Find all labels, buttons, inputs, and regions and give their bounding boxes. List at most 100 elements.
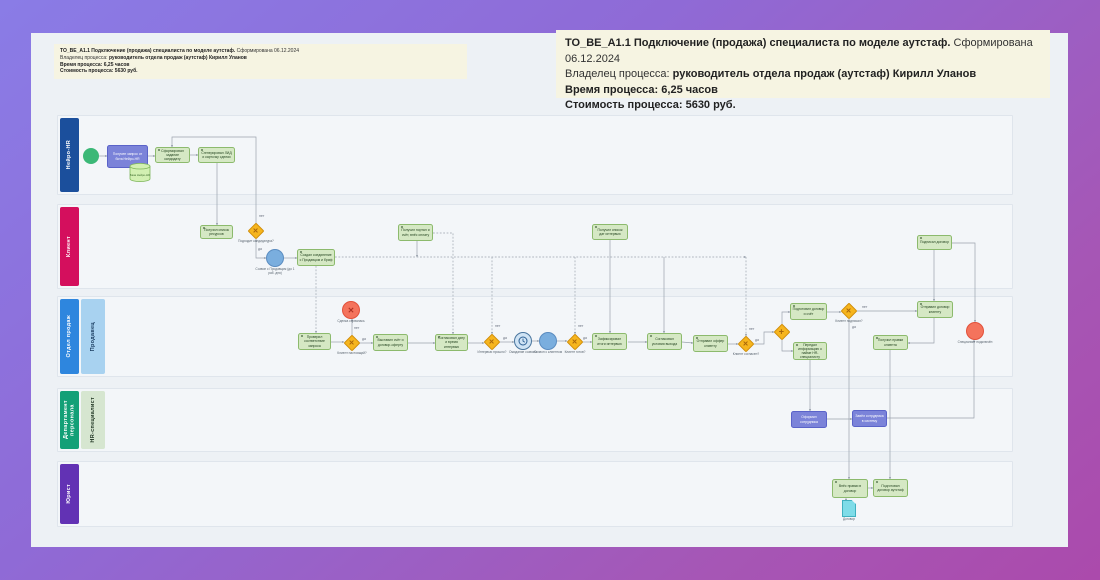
task-node[interactable]: Сгенерировал ЛИД и карточку сделки — [198, 147, 235, 163]
xor-gateway-icon[interactable]: ✕ — [840, 302, 858, 320]
task-node[interactable]: Сформировал задание кандидату — [155, 147, 190, 163]
node-caption: Сделка сорвалась — [337, 319, 365, 323]
task-node[interactable]: Оформил сотрудника — [791, 411, 827, 428]
lane-header: Нейро-HR — [60, 118, 79, 192]
process-info-block-small: TO_BE_A1.1 Подключение (продажа) специал… — [54, 44, 467, 79]
intermediate-event-icon[interactable] — [266, 249, 284, 267]
process-owner-value: руководитель отдела продаж (аутстаф) Кир… — [672, 68, 977, 80]
terminate-event-icon[interactable]: ✕ — [342, 301, 360, 319]
xor-gateway-icon[interactable]: ✕ — [343, 334, 361, 352]
task-node[interactable]: Выставил счёт и договор-оферту — [373, 334, 408, 351]
node-caption: Клиент согласен? — [732, 352, 760, 356]
task-node[interactable]: Подписал договор — [917, 235, 952, 250]
task-node[interactable]: Получил правки клиента — [873, 335, 908, 350]
task-label: Получил список дат интервью — [597, 227, 623, 236]
task-label: Получил портал и счёт, внёс оплату — [401, 228, 430, 237]
node-caption: Клиент подписал? — [835, 319, 863, 323]
xor-gateway-icon[interactable]: ✕ — [247, 222, 265, 240]
task-label: Получен запрос от бота Нейро-HR — [112, 152, 143, 161]
gateway-glyph: ✕ — [489, 338, 495, 346]
gateway-glyph: ✕ — [846, 307, 852, 315]
process-title: TO_BE_A1.1 Подключение (продажа) специал… — [565, 37, 951, 49]
xor-gateway-icon[interactable]: ✕ — [737, 335, 755, 353]
task-label: Создал соединение с Продавцом и бриф — [299, 253, 333, 262]
database-label: База Нейро-HR — [129, 173, 151, 178]
end-event-icon[interactable] — [966, 322, 984, 340]
task-label: Согласовал условия выхода — [651, 337, 678, 346]
task-label: Получил список ресурсов — [203, 227, 230, 236]
gateway-glyph: + — [779, 326, 785, 337]
task-label: Передал информацию о найме HR-специалист… — [798, 342, 822, 360]
diagram-canvas: TO_BE_A1.1 Подключение (продажа) специал… — [31, 30, 1068, 547]
process-cost: Стоимость процесса: 5630 руб. — [60, 68, 138, 75]
task-label: Сгенерировал ЛИД и карточку сделки — [201, 150, 232, 159]
task-node[interactable]: Отправил оффер клиенту — [693, 335, 728, 352]
intermediate-event-icon[interactable] — [539, 332, 557, 350]
process-owner-label: Владелец процесса: — [565, 68, 670, 80]
lane-header: Юрист — [60, 464, 79, 524]
node-caption: Клиент готов? — [564, 350, 586, 354]
task-node[interactable]: Получил портал и счёт, внёс оплату — [398, 224, 433, 241]
task-label: Отправил договор клиенту — [920, 305, 950, 314]
process-owner-label: Владелец процесса: — [60, 54, 108, 61]
gateway-glyph: ✕ — [349, 339, 355, 347]
task-label: Зафиксировал итоги интервью — [597, 337, 622, 346]
process-generated-date: Сформирована 06.12.2024 — [236, 48, 300, 54]
process-time: Время процесса: 6,25 часов — [60, 61, 130, 68]
process-cost: Стоимость процесса: 5630 руб. — [565, 99, 736, 111]
node-caption: Клиент настоящий? — [337, 351, 367, 355]
node-caption: Подходит кандидатура? — [238, 239, 274, 243]
node-caption: Созвон с Продавцом (до 1 раб. дня) — [255, 267, 295, 275]
task-label: Завёл сотрудника в систему — [855, 414, 884, 423]
gateway-glyph: ✕ — [572, 338, 578, 346]
task-node[interactable]: Завёл сотрудника в систему — [852, 410, 887, 427]
task-node[interactable]: Внёс правки в договор — [832, 479, 868, 498]
task-label: Согласовал дату и время интервью — [438, 336, 465, 349]
task-label: Внёс правки в договор — [838, 484, 862, 493]
task-node[interactable]: Отправил договор клиенту — [917, 301, 953, 318]
timer-event-icon[interactable] — [514, 332, 532, 350]
sub-lane-header: HR-специалист — [81, 391, 105, 449]
gateway-glyph: ✕ — [743, 340, 749, 348]
document-icon[interactable] — [842, 500, 856, 517]
task-label: Получил правки клиента — [877, 338, 904, 347]
task-label: Подготовил договор аутстаф — [877, 483, 904, 492]
task-label: Проверил соответствие запроса — [304, 335, 325, 348]
task-node[interactable]: Получил список ресурсов — [200, 225, 233, 239]
process-generated-date: Сформирована 06.12.2024 — [565, 37, 1033, 65]
gateway-glyph: ✕ — [253, 227, 259, 235]
task-node[interactable]: Согласовал условия выхода — [647, 333, 682, 350]
xor-gateway-icon[interactable]: ✕ — [566, 333, 584, 351]
lane-header: Департамент персонала — [60, 391, 79, 449]
parallel-gateway-icon[interactable]: + — [773, 323, 791, 341]
clock-icon — [518, 336, 528, 346]
task-label: Сформировал задание кандидату — [161, 148, 184, 162]
lane-header: Клиент — [60, 207, 79, 286]
process-title: TO_BE_A1.1 Подключение (продажа) специал… — [60, 48, 236, 54]
xor-gateway-icon[interactable]: ✕ — [483, 333, 501, 351]
lane-header: Отдел продаж — [60, 299, 79, 374]
start-event-icon[interactable] — [83, 148, 99, 164]
node-caption: Договор — [842, 517, 856, 521]
task-label: Оформил сотрудника — [800, 415, 818, 424]
task-node[interactable]: Согласовал дату и время интервью — [435, 334, 468, 351]
node-caption: Специалист подключён — [957, 340, 993, 344]
task-node[interactable]: Получил список дат интервью — [592, 224, 628, 240]
task-node[interactable]: Подготовил договор аутстаф — [873, 479, 908, 497]
task-label: Выставил счёт и договор-оферту — [377, 338, 404, 347]
node-caption: Ожидание созвона — [508, 350, 537, 354]
task-label: Отправил оффер клиенту — [696, 339, 725, 348]
database-icon[interactable]: База Нейро-HR — [129, 162, 151, 183]
task-node[interactable]: Проверил соответствие запроса — [298, 333, 331, 350]
process-time: Время процесса: 6,25 часов — [565, 83, 718, 96]
task-label: Подготовил договор и счёт — [792, 307, 825, 316]
task-node[interactable]: Подготовил договор и счёт — [790, 303, 827, 320]
task-node[interactable]: Передал информацию о найме HR-специалист… — [793, 342, 827, 360]
sub-lane-header: Продавец — [81, 299, 105, 374]
node-caption: Интервью прошло? — [477, 350, 507, 354]
task-node[interactable]: Получен запрос от бота Нейро-HR — [107, 145, 148, 168]
task-node[interactable]: Создал соединение с Продавцом и бриф — [297, 249, 335, 266]
node-caption: Созвон с клиентом — [533, 350, 563, 354]
process-info-block-large: TO_BE_A1.1 Подключение (продажа) специал… — [556, 30, 1050, 111]
task-node[interactable]: Зафиксировал итоги интервью — [592, 333, 627, 350]
